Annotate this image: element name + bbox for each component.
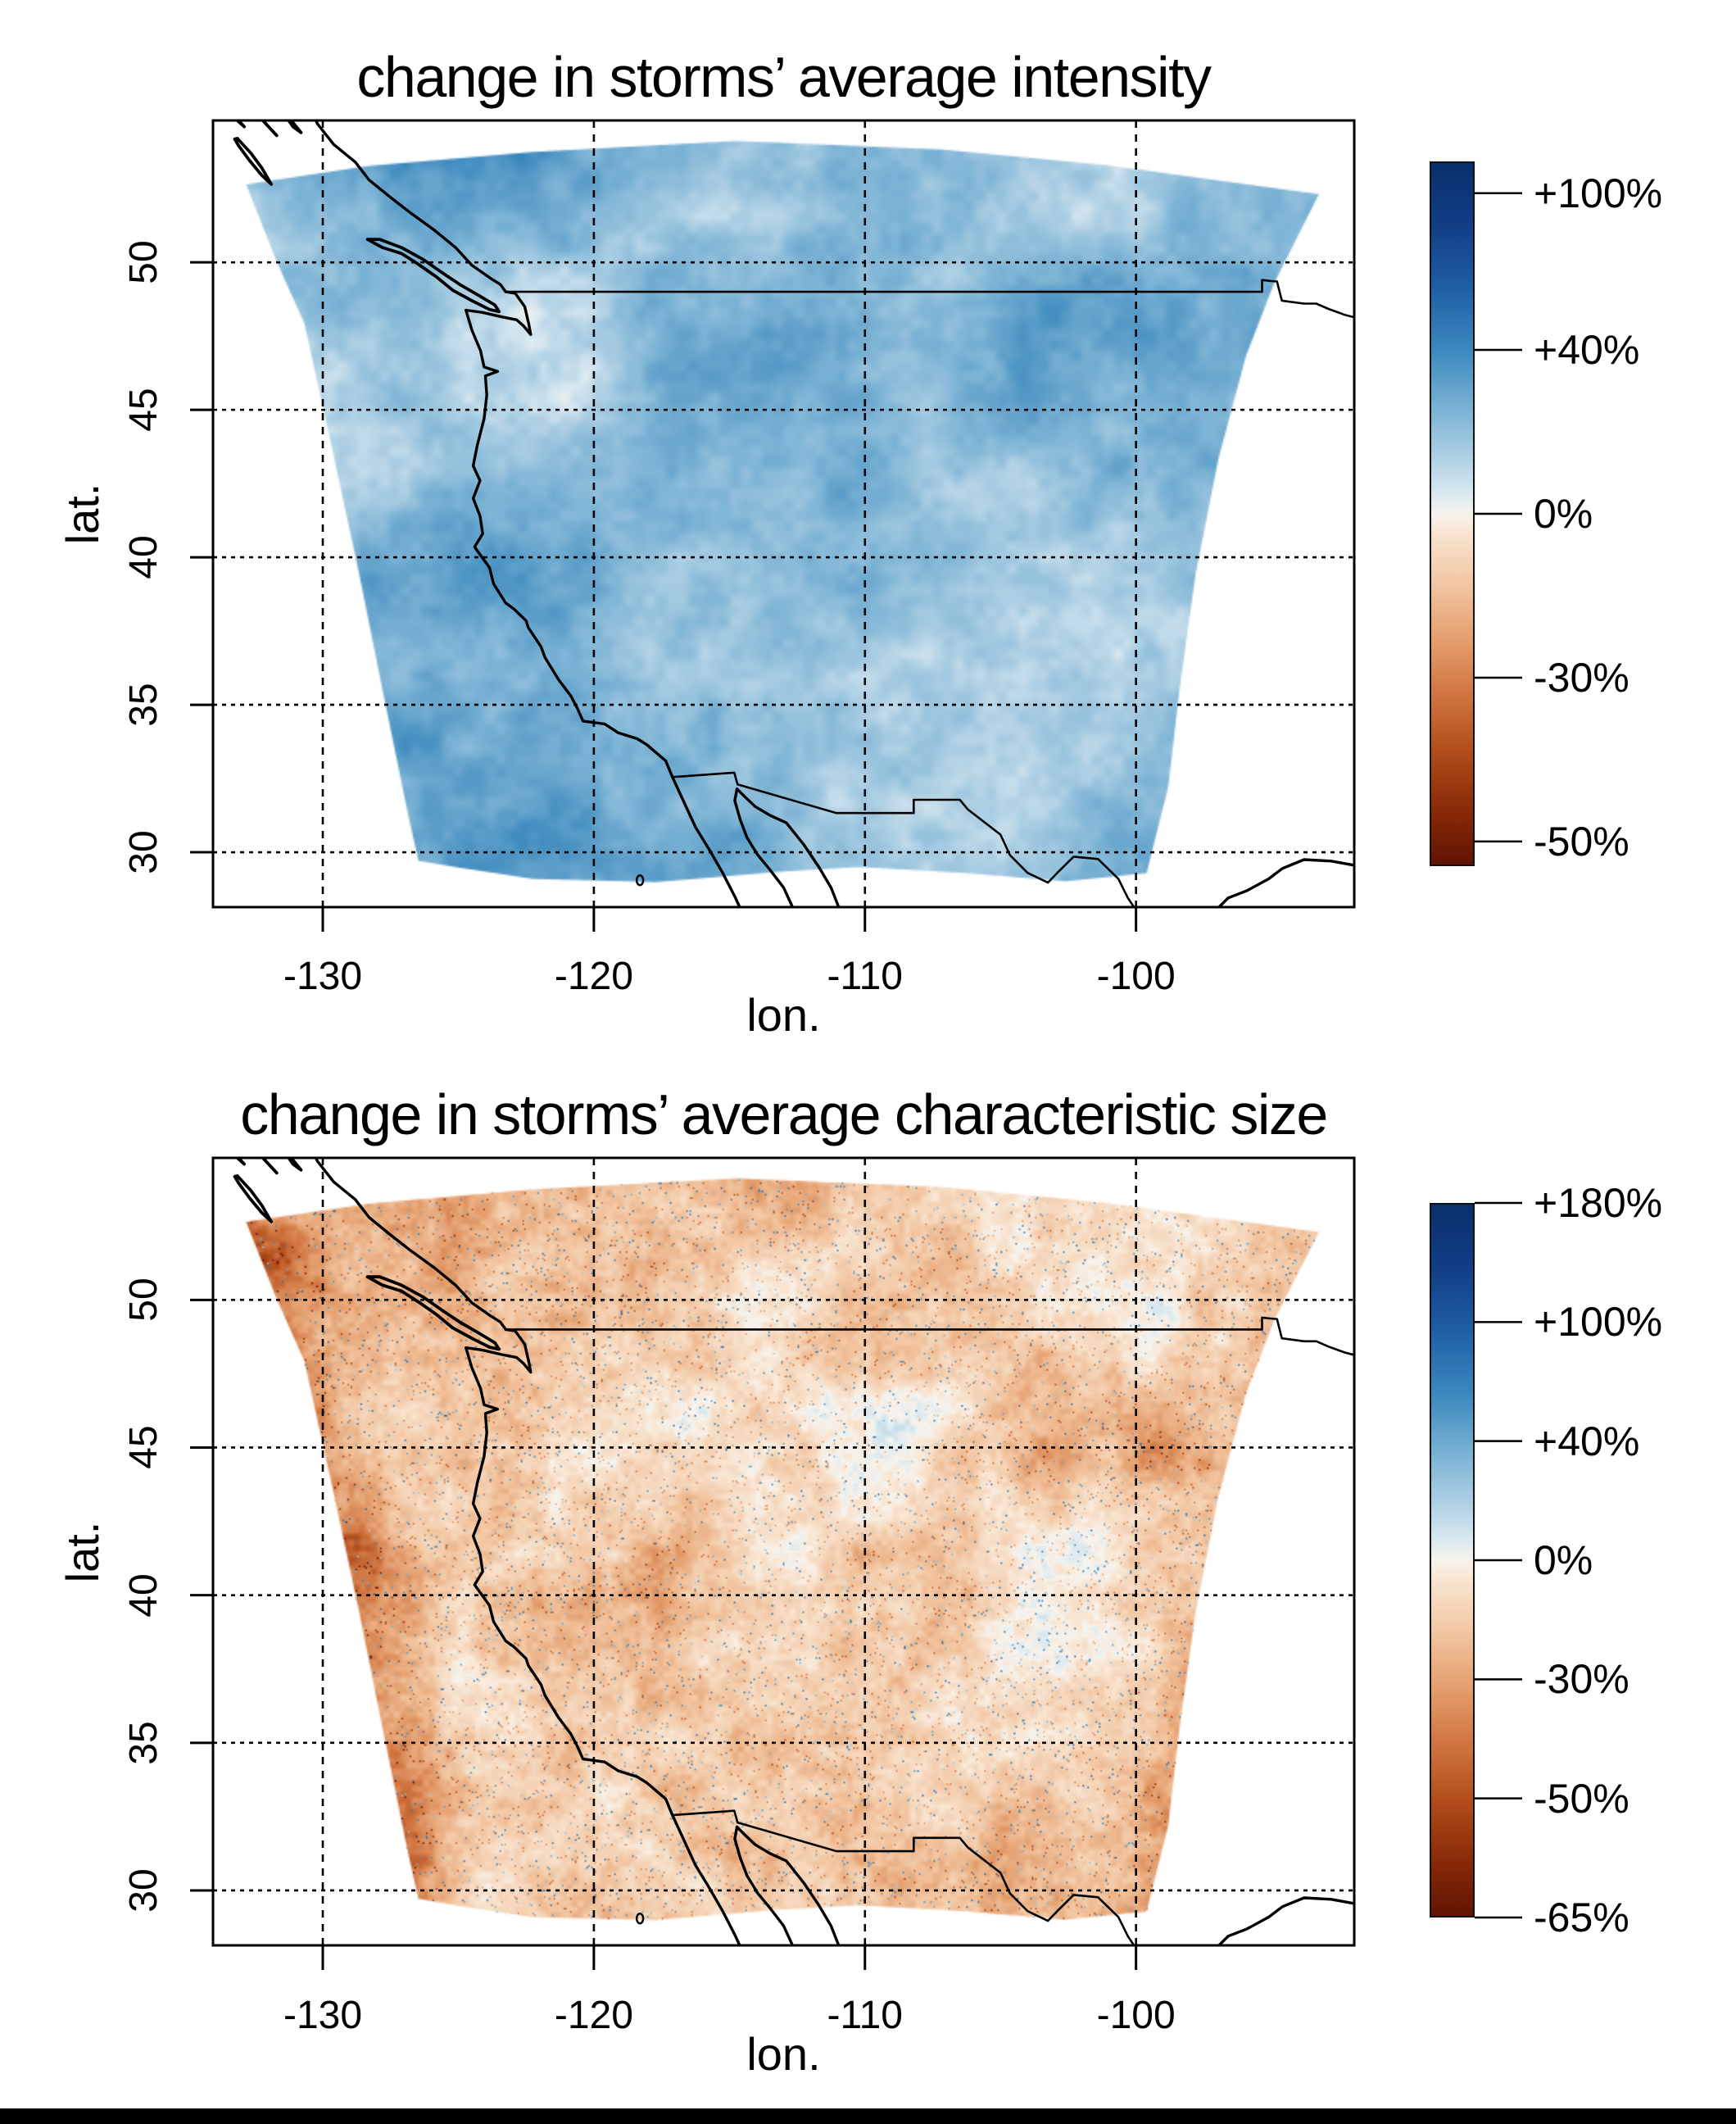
colorbar-tick-label: +100% (1534, 170, 1663, 216)
panel1-title: change in storms’ average intensity (356, 45, 1212, 109)
colorbar-tick-label: 0% (1534, 1537, 1593, 1583)
panel2-title: change in storms’ average characteristic… (240, 1082, 1328, 1146)
x-tick-label: -130 (283, 955, 363, 998)
x-tick-label: -110 (827, 1994, 903, 2037)
colorbar-tick-label: +40% (1534, 1418, 1640, 1464)
y-tick-label: 35 (121, 1721, 165, 1765)
intensity-colorbar (1430, 161, 1475, 866)
colorbar-tick-label: -50% (1534, 818, 1629, 865)
x-tick-label: -100 (1096, 1994, 1176, 2037)
panel2-x-axis-label: lon. (746, 2028, 821, 2080)
colorbar-tick-label: +100% (1534, 1299, 1663, 1346)
y-tick-label: 45 (121, 388, 165, 432)
panel1-y-axis-label: lat. (56, 483, 108, 545)
y-tick-label: 40 (121, 535, 165, 579)
colorbar-tick-label: -30% (1534, 654, 1629, 701)
y-tick-label: 50 (121, 240, 165, 284)
colorbar-tick-label: +40% (1534, 327, 1640, 374)
y-tick-label: 50 (121, 1278, 165, 1323)
x-tick-label: -100 (1096, 955, 1176, 998)
intensity-map-canvas (213, 120, 1354, 907)
size-colorbar (1430, 1203, 1475, 1918)
y-tick-label: 40 (121, 1573, 165, 1618)
colorbar-tick-label: -30% (1534, 1656, 1629, 1703)
colorbar-tick-label: +180% (1534, 1180, 1663, 1226)
y-tick-label: 30 (121, 830, 165, 874)
colorbar-tick-label: -50% (1534, 1775, 1629, 1822)
x-tick-label: -110 (827, 955, 903, 998)
x-tick-label: -130 (283, 1994, 363, 2037)
y-tick-label: 45 (121, 1425, 165, 1470)
size-map-canvas (213, 1158, 1354, 1945)
panel2-y-axis-label: lat. (56, 1521, 108, 1583)
footer-bar (0, 2108, 1736, 2124)
y-tick-label: 35 (121, 683, 165, 727)
x-tick-label: -120 (554, 1994, 633, 2037)
colorbar-tick-label: 0% (1534, 491, 1593, 537)
colorbar-tick-label: -65% (1534, 1895, 1629, 1940)
panel1-x-axis-label: lon. (746, 989, 821, 1041)
x-tick-label: -120 (554, 955, 633, 998)
y-tick-label: 30 (121, 1868, 165, 1913)
